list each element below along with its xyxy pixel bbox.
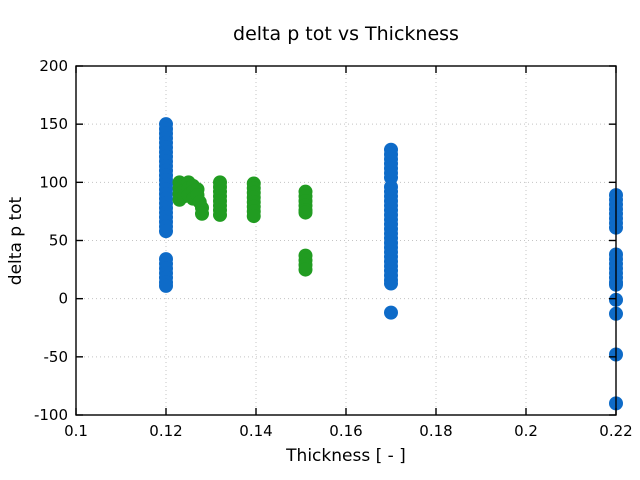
y-tick-labels: -100 -50 0 50 100 150 200 [34, 57, 68, 424]
y-tick-label: -100 [34, 406, 68, 424]
x-axis-label: Thickness [ - ] [285, 446, 406, 466]
x-tick-labels: 0.1 0.12 0.14 0.16 0.18 0.2 0.22 [64, 422, 633, 440]
data-point-green-series [195, 206, 209, 221]
data-point-blue-series [159, 278, 173, 293]
x-tick-label: 0.1 [64, 422, 88, 440]
data-point-blue-series [384, 276, 398, 291]
data-point-green-series [246, 209, 261, 224]
y-tick-label: 0 [58, 290, 68, 308]
axis-ticks [75, 65, 617, 416]
data-point-green-series [298, 205, 313, 220]
data-point-blue-series [384, 305, 398, 320]
gridlines [76, 66, 616, 415]
y-tick-label: 150 [39, 115, 68, 133]
x-tick-label: 0.12 [149, 422, 182, 440]
y-tick-label: 200 [39, 57, 68, 75]
y-tick-label: 100 [39, 173, 68, 191]
y-axis-label: delta p tot [6, 196, 26, 285]
y-tick-label: 50 [49, 232, 68, 250]
data-point-blue-series [159, 224, 173, 239]
x-tick-label: 0.22 [599, 422, 632, 440]
y-tick-label: -50 [44, 348, 69, 366]
x-tick-label: 0.18 [419, 422, 452, 440]
x-tick-label: 0.14 [239, 422, 272, 440]
data-point-green-series [213, 207, 227, 222]
x-tick-label: 0.2 [514, 422, 538, 440]
data-point-green-series [298, 262, 313, 277]
data-points [159, 117, 623, 411]
chart-title: delta p tot vs Thickness [233, 23, 459, 45]
x-tick-label: 0.16 [329, 422, 362, 440]
